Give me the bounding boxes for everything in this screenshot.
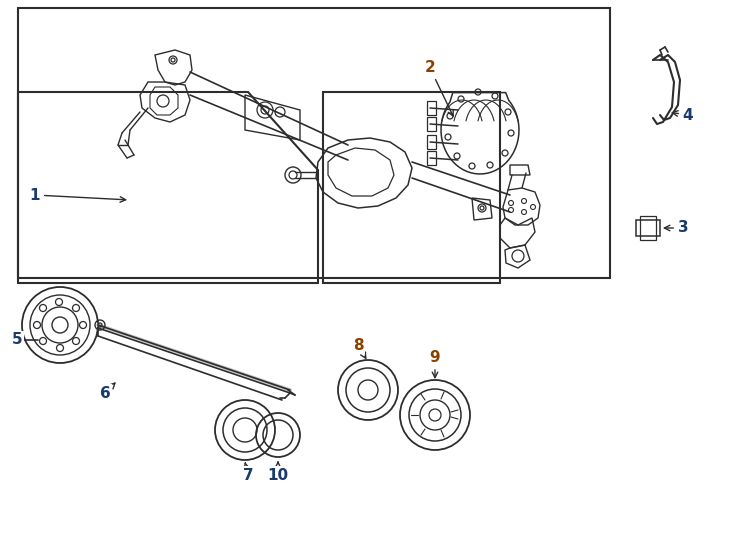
- Text: 5: 5: [11, 333, 22, 348]
- Text: 7: 7: [243, 463, 253, 483]
- Text: 8: 8: [353, 338, 366, 358]
- Text: 9: 9: [429, 350, 440, 377]
- Text: 4: 4: [672, 107, 694, 123]
- Text: 10: 10: [267, 462, 288, 483]
- Text: 3: 3: [664, 220, 688, 235]
- Text: 1: 1: [30, 187, 126, 202]
- Text: 2: 2: [425, 60, 453, 116]
- Text: 6: 6: [100, 383, 115, 401]
